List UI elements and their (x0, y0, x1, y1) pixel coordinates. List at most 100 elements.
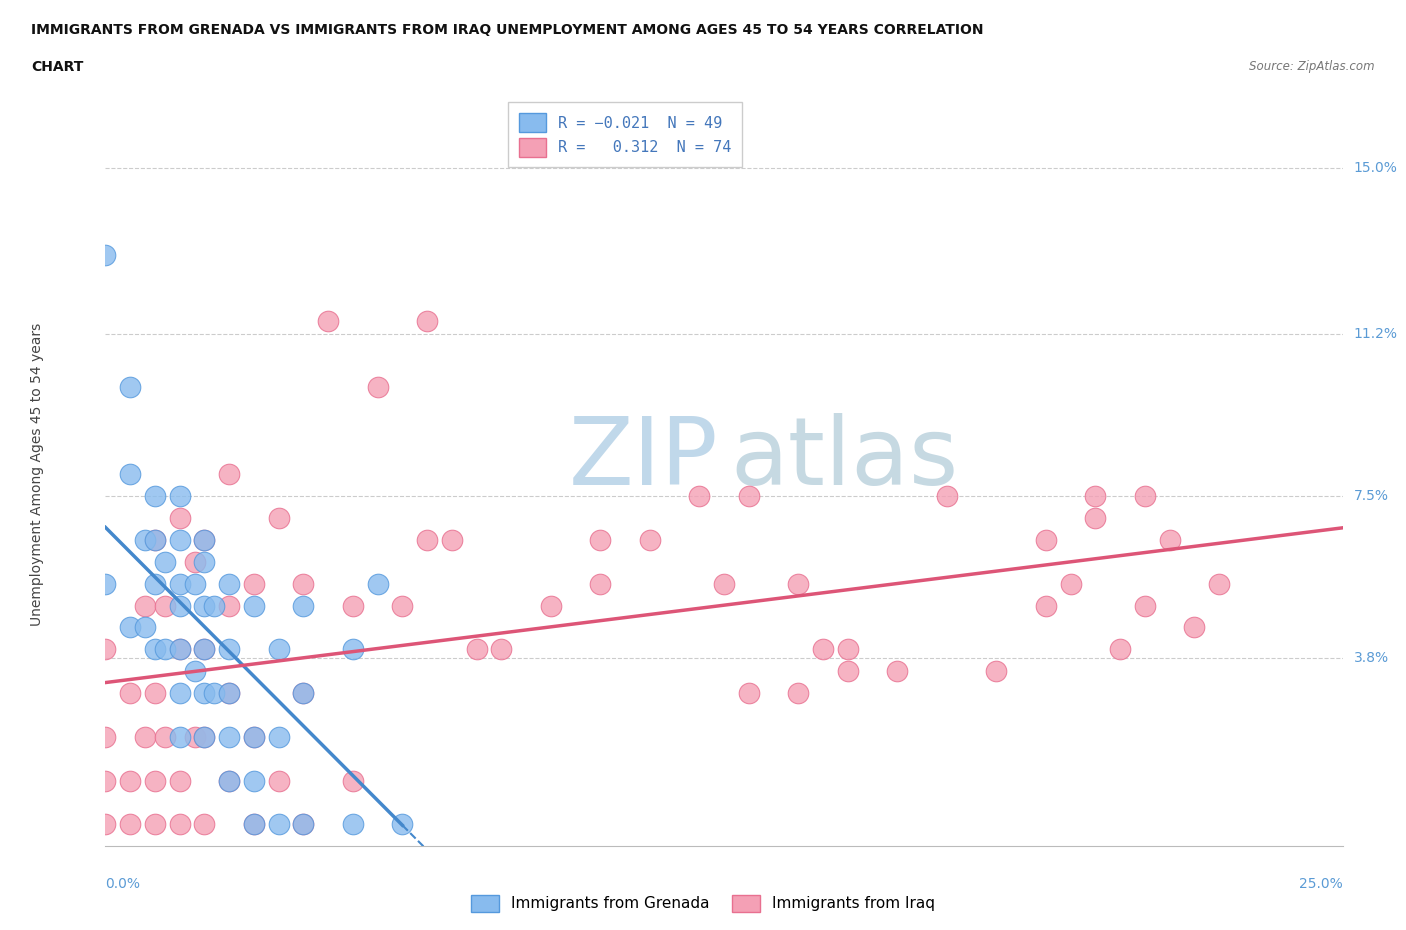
Point (491, 642, 513, 657)
Point (811, 642, 834, 657)
Point (1133, 598, 1156, 613)
Point (134, 598, 156, 613)
Point (94, 577, 117, 591)
Point (267, 511, 290, 525)
Point (169, 729, 191, 744)
Point (713, 577, 735, 591)
Point (367, 379, 389, 394)
Point (391, 817, 413, 831)
Point (292, 685, 315, 700)
Point (243, 729, 266, 744)
Point (202, 685, 225, 700)
Point (134, 729, 156, 744)
Legend: R = −0.021  N = 49, R =   0.312  N = 74: R = −0.021 N = 49, R = 0.312 N = 74 (508, 102, 742, 167)
Point (292, 817, 315, 831)
Text: 0.0%: 0.0% (105, 877, 141, 891)
Point (243, 729, 266, 744)
Point (193, 817, 215, 831)
Point (416, 313, 439, 328)
Point (120, 773, 142, 788)
Point (94, 817, 117, 831)
Legend: Immigrants from Grenada, Immigrants from Iraq: Immigrants from Grenada, Immigrants from… (465, 889, 941, 918)
Point (218, 729, 240, 744)
Point (243, 598, 266, 613)
Point (292, 817, 315, 831)
Point (267, 729, 290, 744)
Point (243, 817, 266, 831)
Point (143, 489, 166, 504)
Point (267, 642, 290, 657)
Point (169, 533, 191, 548)
Point (342, 598, 364, 613)
Point (169, 642, 191, 657)
Point (143, 642, 166, 657)
Point (391, 598, 413, 613)
Point (94, 248, 117, 263)
Point (465, 642, 488, 657)
Point (193, 729, 215, 744)
Point (243, 773, 266, 788)
Point (1182, 620, 1205, 635)
Point (153, 598, 176, 613)
Point (738, 489, 761, 504)
Point (193, 729, 215, 744)
Point (218, 685, 240, 700)
Point (218, 467, 240, 482)
Point (193, 642, 215, 657)
Text: ZIP: ZIP (568, 414, 718, 505)
Text: 15.0%: 15.0% (1354, 161, 1398, 175)
Text: CHART: CHART (31, 60, 83, 74)
Text: Source: ZipAtlas.com: Source: ZipAtlas.com (1250, 60, 1375, 73)
Point (367, 577, 389, 591)
Point (589, 533, 612, 548)
Point (1159, 533, 1181, 548)
Point (292, 577, 315, 591)
Point (243, 577, 266, 591)
Point (267, 773, 290, 788)
Point (94, 773, 117, 788)
Point (120, 685, 142, 700)
Point (94, 729, 117, 744)
Point (1035, 533, 1057, 548)
Point (143, 577, 166, 591)
Point (738, 685, 761, 700)
Point (120, 379, 142, 394)
Point (183, 664, 205, 679)
Point (134, 620, 156, 635)
Point (1208, 577, 1230, 591)
Point (243, 817, 266, 831)
Point (935, 489, 957, 504)
Point (169, 773, 191, 788)
Point (218, 642, 240, 657)
Point (787, 685, 810, 700)
Point (183, 554, 205, 569)
Point (169, 817, 191, 831)
Point (342, 773, 364, 788)
Point (688, 489, 710, 504)
Point (153, 642, 176, 657)
Point (1133, 489, 1156, 504)
Point (120, 817, 142, 831)
Point (183, 729, 205, 744)
Point (292, 685, 315, 700)
Point (169, 642, 191, 657)
Point (120, 467, 142, 482)
Point (1084, 511, 1107, 525)
Point (143, 685, 166, 700)
Point (292, 598, 315, 613)
Point (153, 729, 176, 744)
Point (120, 620, 142, 635)
Point (202, 598, 225, 613)
Text: 11.2%: 11.2% (1354, 327, 1398, 341)
Point (143, 773, 166, 788)
Point (267, 817, 290, 831)
Text: atlas: atlas (730, 414, 959, 505)
Point (1059, 577, 1081, 591)
Point (1084, 489, 1107, 504)
Point (837, 664, 859, 679)
Point (193, 533, 215, 548)
Text: 7.5%: 7.5% (1354, 489, 1389, 503)
Text: 25.0%: 25.0% (1299, 877, 1343, 891)
Point (218, 773, 240, 788)
Point (589, 577, 612, 591)
